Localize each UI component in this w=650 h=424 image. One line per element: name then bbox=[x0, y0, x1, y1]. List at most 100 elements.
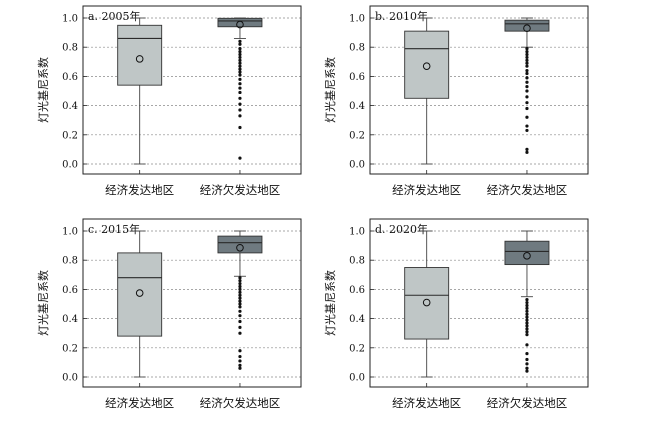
y-tick-label: 0.8 bbox=[62, 43, 78, 54]
box-developed bbox=[117, 230, 163, 378]
y-tick-label: 0.4 bbox=[62, 101, 78, 112]
outlier-point bbox=[238, 114, 242, 118]
iqr-box bbox=[217, 17, 263, 28]
outlier-point bbox=[238, 302, 242, 306]
y-tick-label: 0.6 bbox=[62, 285, 78, 296]
y-tick-label: 0.2 bbox=[62, 130, 78, 141]
outlier-point bbox=[525, 333, 529, 337]
y-tick-label: 0.8 bbox=[349, 43, 365, 54]
outlier-point bbox=[238, 86, 242, 90]
plot-frame bbox=[369, 218, 589, 388]
y-tick-label: 0.2 bbox=[349, 130, 365, 141]
x-category-label: 经济发达地区 bbox=[392, 396, 461, 410]
outlier-point bbox=[238, 290, 242, 294]
outlier-point bbox=[238, 331, 242, 335]
outlier-point bbox=[525, 115, 529, 119]
iqr-box bbox=[117, 252, 163, 337]
outlier-point bbox=[238, 64, 242, 68]
outlier-point bbox=[238, 296, 242, 300]
y-axis-label: 灯光基尼系数 bbox=[36, 270, 50, 336]
outlier-point bbox=[238, 359, 242, 363]
outlier-point bbox=[525, 128, 529, 133]
y-tick-label: 0.8 bbox=[62, 256, 78, 267]
outlier-point bbox=[238, 82, 242, 86]
box-underdeveloped bbox=[217, 230, 263, 370]
outlier-point bbox=[525, 309, 529, 313]
outlier-point bbox=[238, 309, 242, 313]
y-tick-label: 0.0 bbox=[62, 373, 78, 384]
plot-frame bbox=[82, 5, 302, 175]
outlier-point bbox=[525, 68, 529, 73]
outlier-point bbox=[238, 42, 242, 46]
outlier-point bbox=[525, 61, 529, 65]
outlier-point bbox=[525, 369, 529, 373]
outlier-point bbox=[238, 354, 242, 359]
panel-title: b. 2010年 bbox=[375, 9, 428, 23]
outlier-point bbox=[238, 70, 242, 74]
outlier-point bbox=[525, 55, 529, 60]
outlier-point bbox=[238, 366, 242, 370]
outlier-point bbox=[525, 85, 529, 89]
outlier-point bbox=[525, 101, 529, 105]
plot-frame bbox=[82, 218, 302, 388]
y-tick-label: 1.0 bbox=[62, 227, 78, 238]
outlier-point bbox=[238, 47, 242, 51]
y-tick-label: 0.0 bbox=[349, 373, 365, 384]
outlier-point bbox=[238, 90, 242, 95]
y-tick-label: 0.4 bbox=[349, 101, 365, 112]
outlier-point bbox=[525, 147, 529, 151]
y-axis-label: 灯光基尼系数 bbox=[323, 270, 337, 336]
y-tick-label: 0.6 bbox=[62, 72, 78, 83]
x-category-label: 经济发达地区 bbox=[105, 183, 174, 197]
box-underdeveloped bbox=[504, 230, 550, 373]
x-category-label: 经济欠发达地区 bbox=[487, 396, 568, 410]
box-developed bbox=[117, 17, 163, 165]
outlier-point bbox=[238, 102, 242, 106]
outlier-point bbox=[525, 58, 529, 62]
y-tick-label: 0.6 bbox=[349, 285, 365, 296]
outlier-point bbox=[238, 96, 242, 100]
iqr-box bbox=[404, 267, 450, 340]
outlier-point bbox=[525, 52, 529, 57]
y-tick-label: 1.0 bbox=[349, 14, 365, 25]
mean-marker bbox=[236, 20, 244, 29]
outlier-point bbox=[525, 64, 529, 68]
outlier-point bbox=[238, 319, 242, 324]
outlier-point bbox=[238, 287, 242, 291]
outlier-point bbox=[525, 366, 529, 370]
outlier-point bbox=[238, 299, 242, 303]
y-tick-label: 0.4 bbox=[62, 314, 78, 325]
box-developed bbox=[404, 230, 450, 378]
x-category-label: 经济发达地区 bbox=[105, 396, 174, 410]
outlier-point bbox=[525, 362, 529, 366]
outlier-point bbox=[525, 150, 529, 154]
outlier-point bbox=[525, 300, 529, 305]
mean-marker bbox=[236, 243, 244, 252]
y-tick-label: 0.6 bbox=[349, 72, 365, 83]
outlier-point bbox=[525, 306, 529, 310]
outlier-point bbox=[238, 325, 242, 329]
panel-title: d. 2020年 bbox=[375, 222, 428, 236]
outlier-point bbox=[238, 49, 242, 54]
outlier-point bbox=[238, 363, 242, 367]
outlier-point bbox=[238, 39, 242, 43]
outlier-point bbox=[238, 77, 242, 81]
y-tick-label: 0.4 bbox=[349, 314, 365, 325]
outlier-point bbox=[238, 156, 242, 160]
plot-frame bbox=[369, 5, 589, 175]
y-tick-label: 0.8 bbox=[349, 256, 365, 267]
outlier-point bbox=[525, 89, 529, 93]
y-tick-label: 0.0 bbox=[349, 160, 365, 171]
outlier-point bbox=[525, 352, 529, 356]
outlier-point bbox=[238, 108, 242, 112]
outlier-point bbox=[525, 303, 529, 308]
outlier-point bbox=[525, 71, 529, 76]
outlier-point bbox=[238, 281, 242, 286]
outlier-point bbox=[525, 343, 529, 347]
mean-marker bbox=[523, 252, 531, 260]
outlier-point bbox=[525, 318, 529, 322]
outlier-point bbox=[525, 357, 529, 362]
outlier-point bbox=[238, 52, 242, 57]
